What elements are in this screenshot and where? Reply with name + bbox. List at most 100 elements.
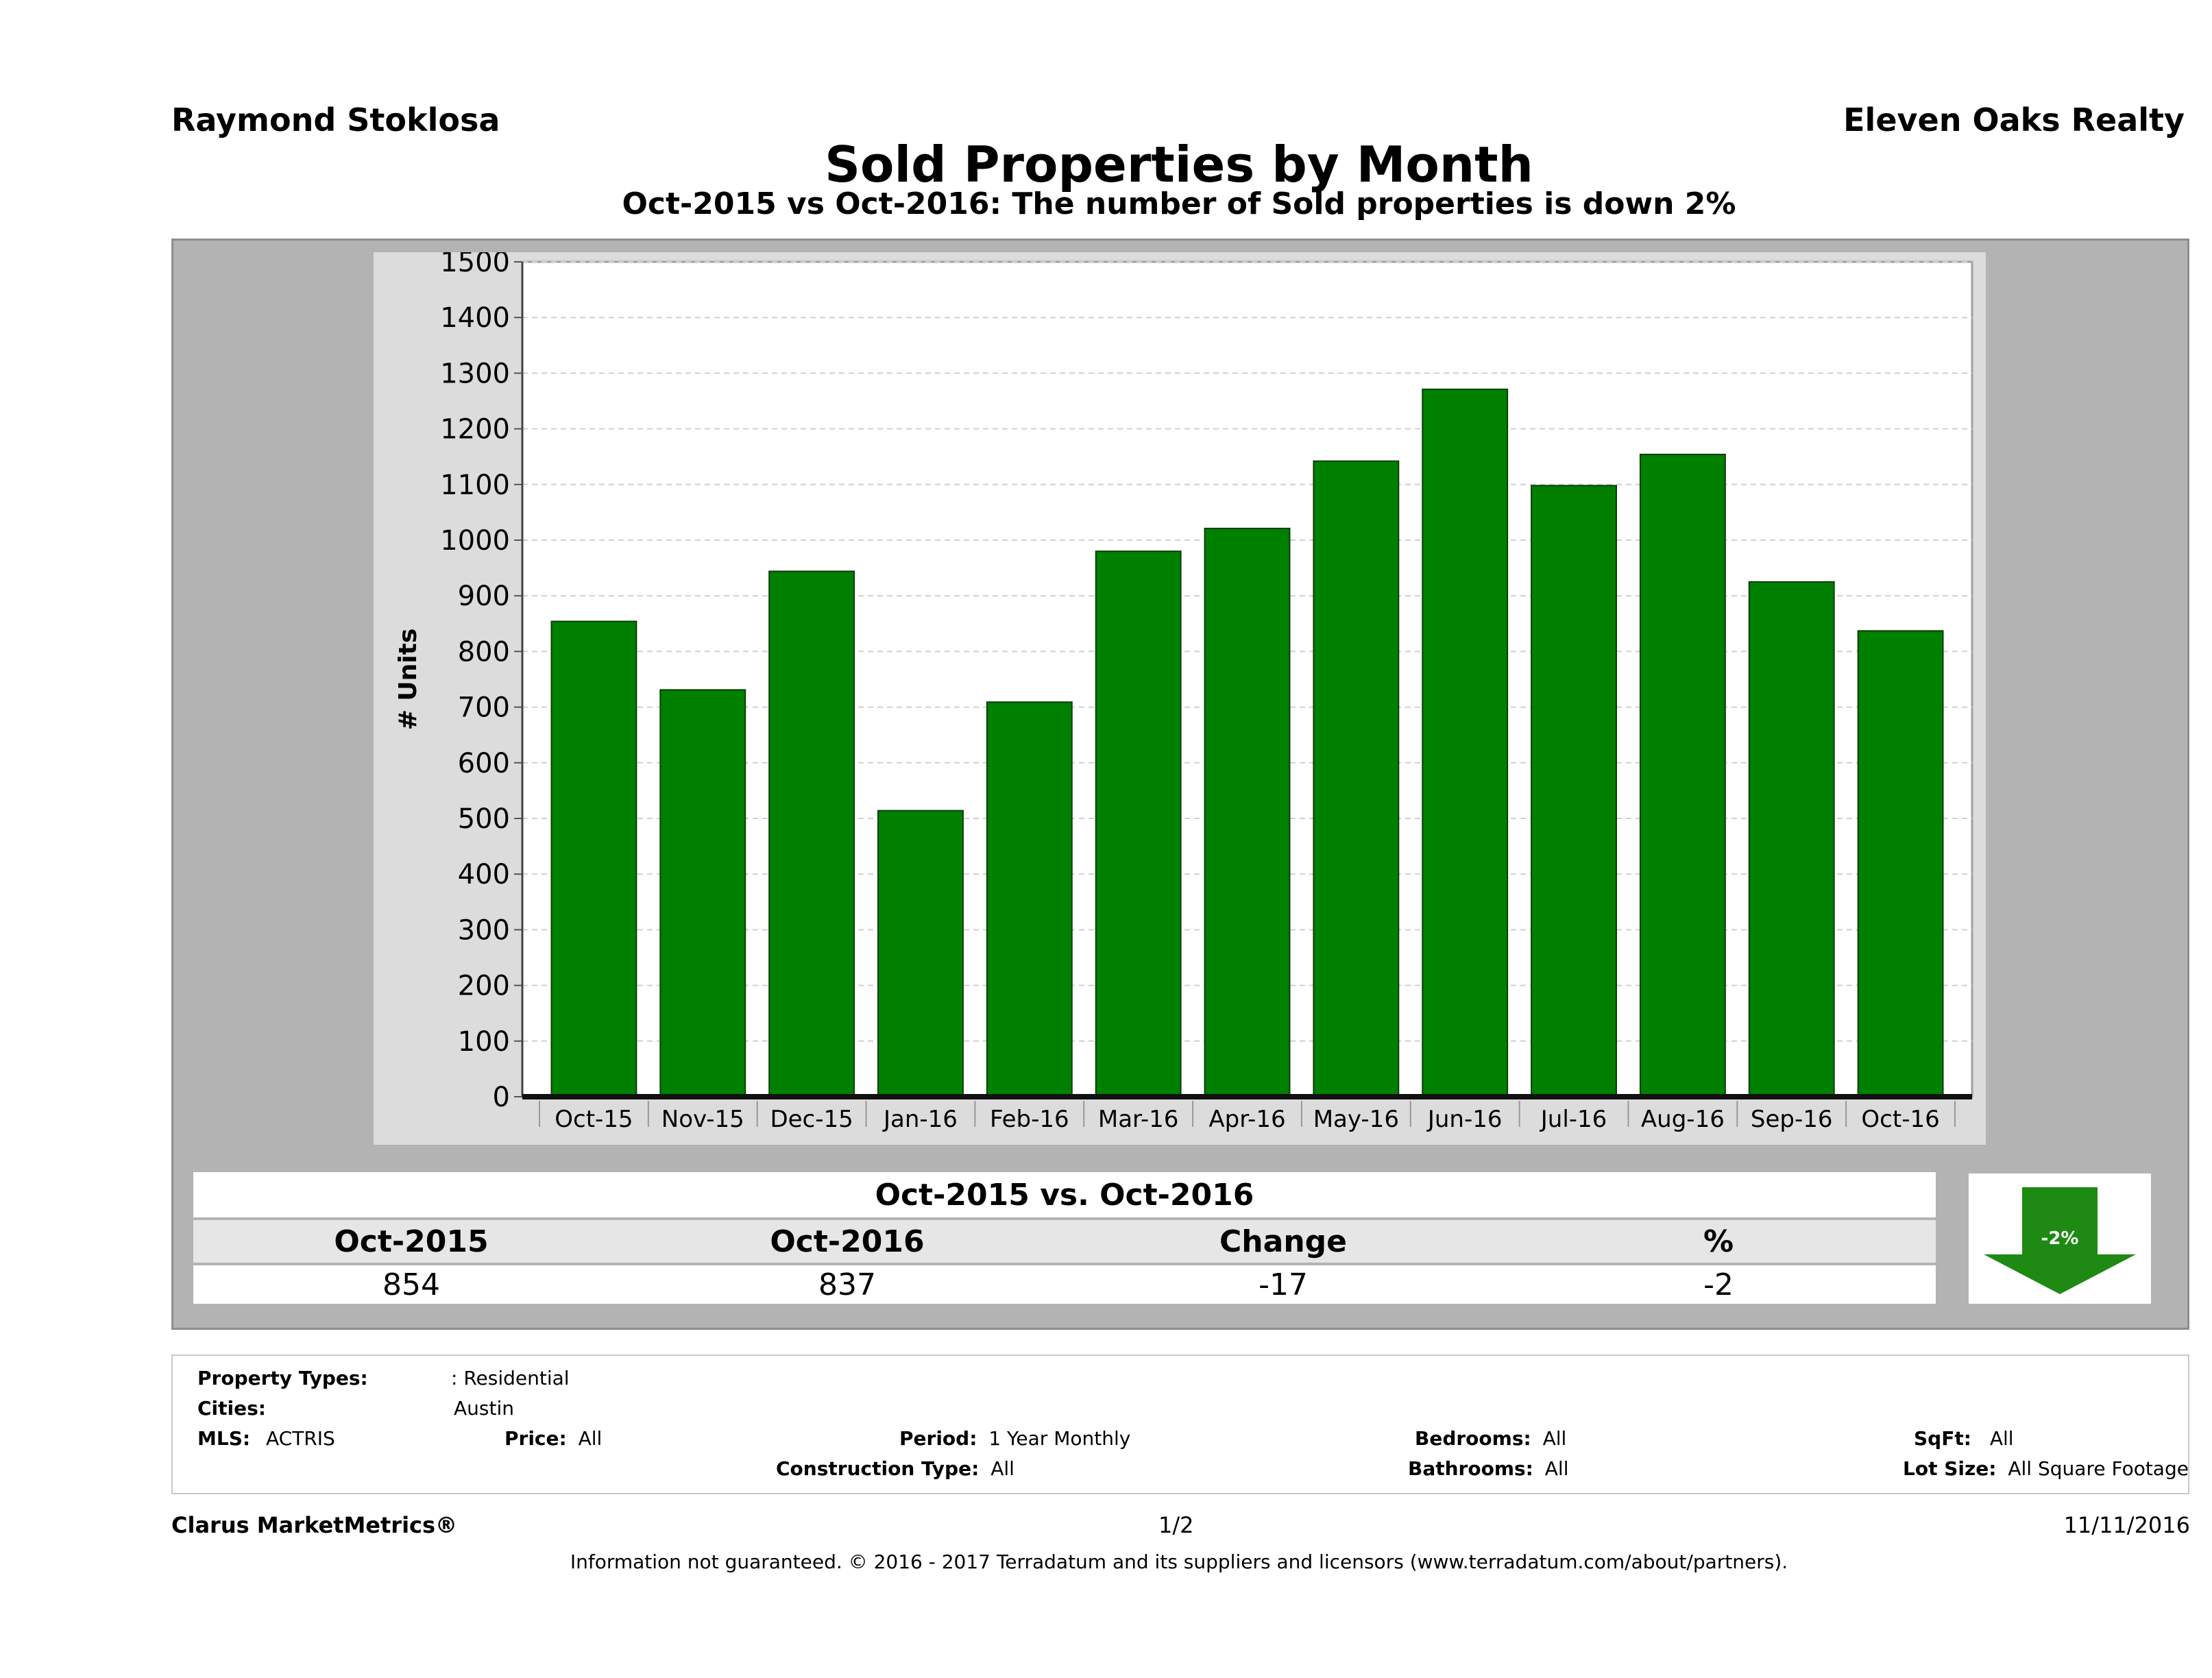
y-tick-label: 300 bbox=[458, 914, 510, 946]
period-row: Period: 1 Year Monthly bbox=[899, 1427, 1130, 1450]
disclaimer: Information not guaranteed. © 2016 - 201… bbox=[570, 1551, 1788, 1573]
y-tick-label: 1300 bbox=[440, 358, 510, 389]
x-tick-label: May-16 bbox=[1313, 1106, 1399, 1133]
construction-label: Construction Type: bbox=[776, 1457, 980, 1480]
bathrooms-label: Bathrooms: bbox=[1408, 1457, 1533, 1480]
y-tick-label: 1200 bbox=[440, 414, 510, 446]
y-tick-label: 1400 bbox=[440, 302, 510, 334]
lot-size-value: All Square Footage bbox=[2008, 1457, 2189, 1480]
cities-label: Cities: bbox=[197, 1397, 266, 1420]
y-tick-label: 1500 bbox=[440, 252, 510, 278]
bar-chart: 0 100 200 300 400 500 600 700 800 900 1000 1100 1200… bbox=[394, 252, 1973, 1133]
bar-may-16 bbox=[1313, 460, 1400, 1098]
bathrooms-row: Bathrooms: All bbox=[1408, 1457, 1569, 1480]
mls-value: ACTRIS bbox=[265, 1427, 335, 1450]
bar-mar-16 bbox=[1095, 550, 1182, 1097]
mls-label: MLS: bbox=[197, 1427, 251, 1450]
bar-jul-16 bbox=[1531, 485, 1617, 1097]
x-tick-label: Apr-16 bbox=[1208, 1106, 1285, 1133]
x-tick-label: Jun-16 bbox=[1426, 1106, 1503, 1133]
x-tick-label: Oct-16 bbox=[1861, 1106, 1939, 1133]
y-tick-label: 600 bbox=[458, 748, 510, 779]
price-label: Price: bbox=[505, 1427, 567, 1450]
construction-value: All bbox=[990, 1457, 1014, 1480]
x-tick-label: Dec-15 bbox=[770, 1106, 853, 1133]
bar-jan-16 bbox=[877, 810, 964, 1098]
header-oct-2016: Oct-2016 bbox=[770, 1224, 925, 1259]
value-oct-2015: 854 bbox=[382, 1267, 440, 1302]
y-tick-label: 1000 bbox=[440, 525, 510, 557]
bedrooms-row: Bedrooms: All bbox=[1415, 1427, 1566, 1450]
x-tick-label: Nov-15 bbox=[661, 1106, 744, 1133]
period-value: 1 Year Monthly bbox=[988, 1427, 1131, 1450]
value-change: -17 bbox=[1259, 1267, 1308, 1302]
x-tick-label: Mar-16 bbox=[1098, 1106, 1179, 1133]
x-tick-label: Aug-16 bbox=[1641, 1106, 1725, 1133]
x-tick-label: Feb-16 bbox=[990, 1106, 1069, 1133]
y-tick-label: 1100 bbox=[440, 470, 510, 501]
y-tick-label: 800 bbox=[458, 636, 510, 668]
property-types-value: : Residential bbox=[451, 1367, 570, 1389]
bar-oct-16 bbox=[1857, 630, 1944, 1097]
chart-panel: 0 100 200 300 400 500 600 700 800 900 1000 1100 1200… bbox=[374, 252, 1986, 1145]
price-value: All bbox=[578, 1427, 603, 1450]
sqft-value: All bbox=[1989, 1427, 2014, 1450]
bar-oct-15 bbox=[550, 620, 637, 1097]
cities-label-wrap: Cities: bbox=[197, 1397, 266, 1420]
cities-value: Austin bbox=[454, 1397, 514, 1420]
y-tick-label: 400 bbox=[458, 859, 510, 890]
report-date: 11/11/2016 bbox=[2063, 1512, 2190, 1538]
report-subtitle: Oct-2015 vs Oct-2016: The number of Sold… bbox=[622, 186, 1736, 221]
property-types-label: Property Types: bbox=[197, 1367, 368, 1389]
y-tick-label: 900 bbox=[458, 581, 510, 612]
y-tick-label: 700 bbox=[458, 692, 510, 724]
trend-percent-label: -2% bbox=[2041, 1228, 2079, 1249]
period-label: Period: bbox=[899, 1427, 977, 1450]
bar-jun-16 bbox=[1422, 388, 1509, 1097]
property-types-row: Property Types: bbox=[197, 1367, 368, 1389]
x-tick-label: Sep-16 bbox=[1751, 1106, 1833, 1133]
summary-values-row: 854 837 -17 -2 bbox=[193, 1265, 1936, 1304]
header-percent: % bbox=[1703, 1224, 1734, 1259]
page-number: 1/2 bbox=[1158, 1512, 1194, 1538]
y-axis-label: # Units bbox=[394, 629, 422, 731]
summary-title: Oct-2015 vs. Oct-2016 bbox=[875, 1177, 1254, 1213]
value-oct-2016: 837 bbox=[818, 1267, 876, 1302]
bar-feb-16 bbox=[986, 701, 1073, 1097]
lot-size-row: Lot Size: All Square Footage bbox=[1903, 1457, 2189, 1480]
bar-aug-16 bbox=[1639, 453, 1726, 1097]
search-criteria: Property Types: : Residential Cities: Au… bbox=[171, 1354, 2189, 1494]
footer-brand: Clarus MarketMetrics® bbox=[171, 1512, 458, 1538]
report-title: Sold Properties by Month bbox=[825, 136, 1533, 193]
sqft-row: SqFt: All bbox=[1914, 1427, 2014, 1450]
summary-header-row: Oct-2015 Oct-2016 Change % bbox=[193, 1220, 1936, 1263]
bar-dec-15 bbox=[768, 570, 855, 1097]
trend-indicator: -2% bbox=[1969, 1174, 2151, 1304]
y-tick-label: 100 bbox=[458, 1026, 510, 1058]
agent-name: Raymond Stoklosa bbox=[171, 101, 500, 138]
header-change: Change bbox=[1219, 1224, 1347, 1259]
x-tick-label: Oct-15 bbox=[555, 1106, 633, 1133]
header-oct-2015: Oct-2015 bbox=[334, 1224, 489, 1259]
lot-size-label: Lot Size: bbox=[1903, 1457, 1997, 1480]
y-tick-label: 500 bbox=[458, 803, 510, 835]
y-tick-label: 200 bbox=[458, 971, 510, 1002]
bar-apr-16 bbox=[1204, 527, 1291, 1097]
x-tick-label: Jan-16 bbox=[882, 1106, 958, 1133]
price-row: Price: All bbox=[505, 1427, 602, 1450]
summary-title-row: Oct-2015 vs. Oct-2016 bbox=[193, 1172, 1936, 1217]
bedrooms-value: All bbox=[1542, 1427, 1567, 1450]
value-percent: -2 bbox=[1703, 1267, 1734, 1302]
y-tick-label: 0 bbox=[493, 1082, 510, 1113]
bathrooms-value: All bbox=[1544, 1457, 1569, 1480]
company-name: Eleven Oaks Realty bbox=[1843, 101, 2185, 138]
x-tick-label: Jul-16 bbox=[1540, 1106, 1607, 1133]
summary-table: Oct-2015 vs. Oct-2016 Oct-2015 Oct-2016 … bbox=[193, 1172, 1936, 1306]
construction-row: Construction Type: All bbox=[776, 1457, 1014, 1480]
bar-sep-16 bbox=[1748, 581, 1835, 1097]
bedrooms-label: Bedrooms: bbox=[1415, 1427, 1531, 1450]
mls-row: MLS: ACTRIS bbox=[197, 1427, 335, 1450]
down-arrow-icon bbox=[1984, 1187, 2136, 1294]
bar-nov-15 bbox=[659, 689, 746, 1097]
sqft-label: SqFt: bbox=[1914, 1427, 1971, 1450]
